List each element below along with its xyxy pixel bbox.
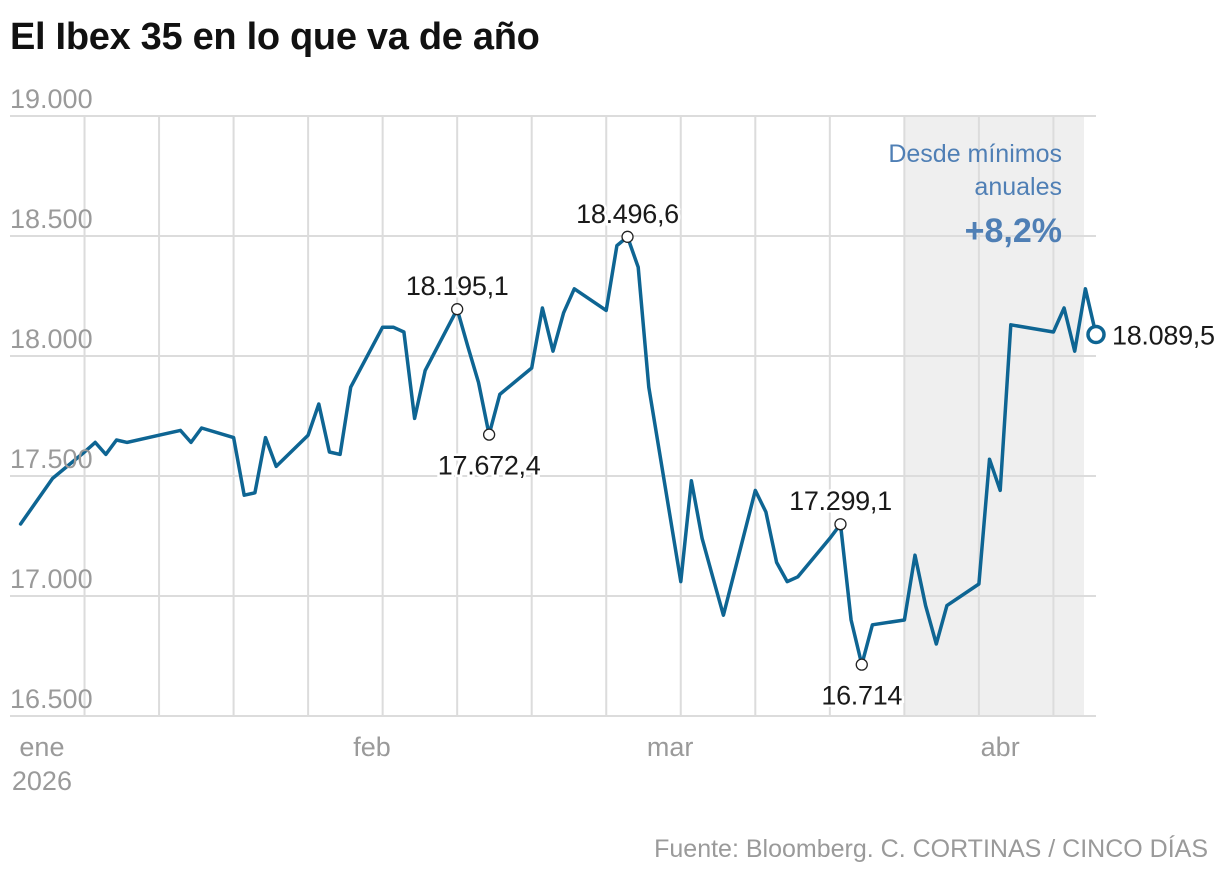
annotation-marker: [834, 518, 847, 531]
annotation-label: 17.299,1: [789, 486, 892, 516]
x-tick-year-label: 2026: [12, 766, 72, 796]
y-tick-label: 18.000: [10, 324, 93, 354]
chart-title: El Ibex 35 en lo que va de año: [10, 16, 540, 58]
gridlines-layer: [10, 115, 1096, 717]
annotation-label: 16.714: [821, 681, 902, 711]
x-tick-label: ene: [19, 732, 64, 762]
y-tick-label: 16.500: [10, 684, 93, 714]
annotation-marker: [482, 428, 496, 441]
annotation-label: 17.672,4: [438, 451, 541, 481]
annotation-marker: [451, 303, 464, 316]
annotation-label: 18.496,6: [576, 199, 679, 229]
y-tick-label: 19.000: [10, 84, 93, 114]
shaded-annotation-line2: anuales: [974, 173, 1062, 201]
x-tick-label: mar: [647, 732, 694, 762]
annotations-layer: 18.195,1 17.672,4 18.496,6 17.299,1 16.714 18…: [403, 140, 1217, 713]
y-tick-label: 17.000: [10, 564, 93, 594]
last-value-marker: [1086, 324, 1106, 345]
y-tick-label: 18.500: [10, 204, 93, 234]
annotation-marker: [621, 230, 634, 243]
series-layer: [18, 235, 1098, 667]
series-line: [18, 235, 1098, 667]
annotation-label: 18.089,5: [1112, 321, 1215, 351]
x-tick-label: abr: [981, 732, 1020, 762]
annotation-label: 18.195,1: [406, 271, 509, 301]
shaded-annotation-value: +8,2%: [965, 212, 1062, 250]
x-tick-label: feb: [353, 732, 391, 762]
source-note: Fuente: Bloomberg. C. CORTINAS / CINCO D…: [654, 835, 1208, 863]
axis-labels-layer: 16.500 17.000 17.500 18.000 18.500 19.000 ene 2…: [10, 84, 1020, 796]
shaded-annotation-line1: Desde mínimos: [888, 140, 1062, 168]
y-tick-label: 17.500: [10, 444, 93, 474]
annotation-marker: [855, 658, 868, 671]
